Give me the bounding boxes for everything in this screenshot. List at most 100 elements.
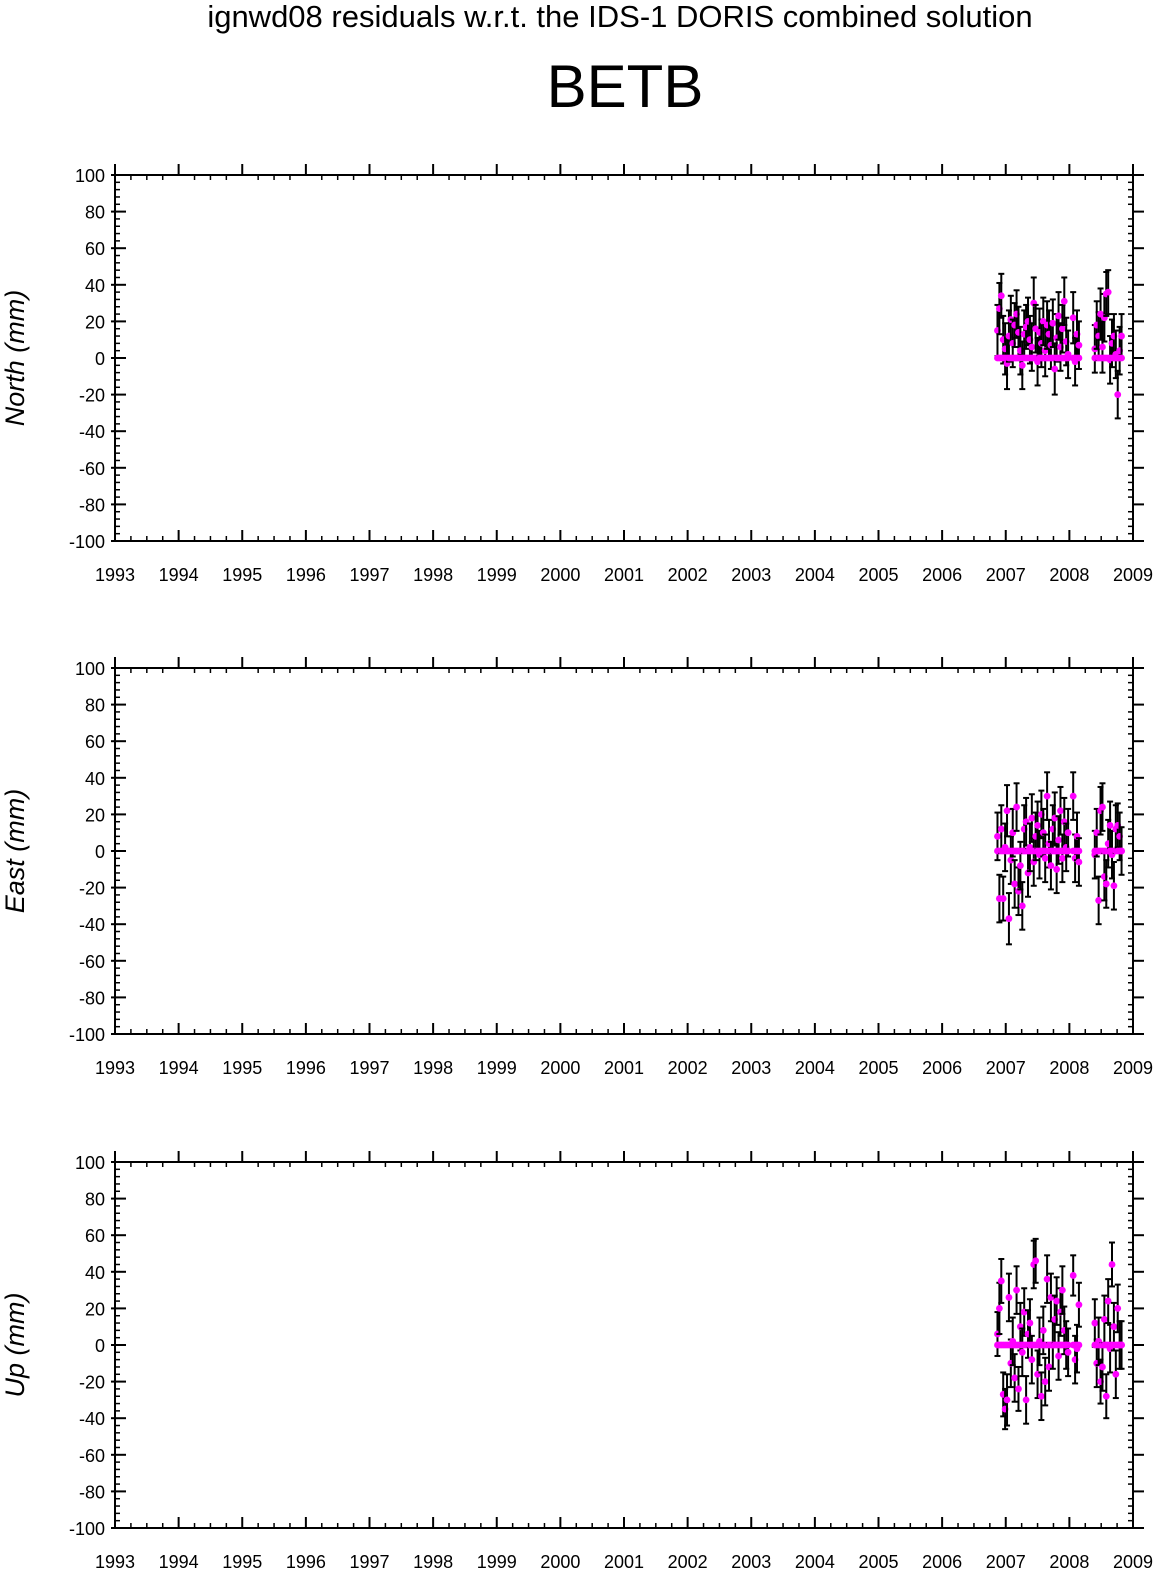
data-point (1064, 1348, 1072, 1356)
x-tick-label: 1998 (413, 565, 453, 585)
data-point (1069, 792, 1077, 800)
data-point (1102, 880, 1110, 888)
x-tick-label: 1997 (349, 565, 389, 585)
data-point (1053, 1297, 1061, 1305)
y-tick-label: 60 (85, 239, 105, 259)
y-tick-label: -60 (79, 952, 105, 972)
data-point (1034, 821, 1041, 829)
x-tick-label: 2003 (731, 1552, 771, 1572)
x-tick-label: 1994 (159, 565, 199, 585)
data-point (1043, 792, 1051, 800)
x-tick-label: 2007 (986, 1058, 1026, 1078)
x-tick-label: 1996 (286, 1552, 326, 1572)
data-point (1099, 803, 1106, 811)
x-tick-label: 2003 (731, 565, 771, 585)
data-point (1013, 803, 1020, 811)
data-point (1055, 312, 1062, 320)
data-point (1032, 1257, 1040, 1265)
y-tick-label: 80 (85, 696, 105, 716)
data-point (1003, 807, 1011, 815)
y-tick-label: 0 (95, 1336, 105, 1356)
data-point (1110, 882, 1118, 890)
data-point (994, 832, 1001, 840)
baseline-point (1064, 847, 1072, 855)
x-tick-label: 1999 (477, 565, 517, 585)
data-point (1026, 1319, 1034, 1327)
x-tick-label: 2000 (540, 1058, 580, 1078)
y-tick-label: 60 (85, 732, 105, 752)
x-tick-label: 2001 (604, 565, 644, 585)
y-tick-label: -20 (79, 386, 105, 406)
data-point (1005, 915, 1013, 923)
x-tick-label: 1999 (477, 1552, 517, 1572)
data-point (1043, 1275, 1051, 1283)
x-tick-label: 2001 (604, 1058, 644, 1078)
y-tick-label: 20 (85, 1299, 105, 1319)
x-tick-label: 1994 (159, 1552, 199, 1572)
y-tick-label: -100 (69, 532, 105, 552)
y-tick-label: 80 (85, 1190, 105, 1210)
data-point (1110, 1323, 1118, 1331)
y-tick-label: 60 (85, 1226, 105, 1246)
data-point (1102, 1392, 1110, 1400)
data-point (1028, 1356, 1036, 1364)
baseline-point (1075, 847, 1083, 855)
plot-frame (114, 1161, 1134, 1529)
data-point (1075, 858, 1083, 866)
x-tick-label: 1993 (95, 565, 135, 585)
x-tick-label: 2005 (858, 1058, 898, 1078)
x-tick-label: 2006 (922, 1552, 962, 1572)
x-tick-label: 1995 (222, 1552, 262, 1572)
data-point (1106, 821, 1114, 829)
x-tick-label: 1993 (95, 1058, 135, 1078)
x-tick-label: 2002 (668, 1552, 708, 1572)
data-point (997, 1277, 1005, 1285)
baseline-point (1064, 1341, 1072, 1349)
baseline-point (1118, 354, 1125, 362)
data-point (1058, 1286, 1066, 1294)
x-tick-label: 2003 (731, 1058, 771, 1078)
data-point (1100, 1315, 1108, 1323)
x-tick-label: 2000 (540, 565, 580, 585)
x-tick-label: 2009 (1113, 1058, 1153, 1078)
data-point (1018, 1348, 1026, 1356)
data-point (1057, 807, 1064, 815)
data-point (1114, 1305, 1122, 1312)
y-tick-label: -40 (79, 422, 105, 442)
data-point (1112, 1370, 1120, 1378)
x-tick-label: 2004 (795, 1552, 835, 1572)
data-point (1108, 1261, 1116, 1268)
data-point (1013, 1286, 1020, 1294)
y-axis-label: Up (mm) (0, 1293, 30, 1398)
data-point (1011, 880, 1019, 888)
x-tick-label: 2002 (668, 1058, 708, 1078)
data-point (1055, 836, 1062, 844)
y-axis-label: East (mm) (0, 789, 30, 914)
data-point (1075, 341, 1083, 349)
data-point (1022, 1396, 1030, 1404)
x-tick-label: 1999 (477, 1058, 517, 1078)
data-point (997, 292, 1005, 300)
plot-frame (114, 667, 1134, 1035)
data-point (1118, 1341, 1125, 1349)
x-tick-label: 2006 (922, 1058, 962, 1078)
y-tick-label: 100 (75, 1153, 105, 1173)
data-point (1047, 862, 1055, 870)
data-point (1039, 1326, 1047, 1334)
y-tick-label: -40 (79, 1409, 105, 1429)
data-point (1075, 1301, 1083, 1309)
data-point (1064, 829, 1072, 837)
data-point (1055, 1352, 1062, 1360)
data-point (1069, 1272, 1077, 1279)
data-point (1104, 288, 1112, 296)
x-tick-label: 1997 (349, 1058, 389, 1078)
x-tick-label: 1996 (286, 565, 326, 585)
baseline-point (1075, 1341, 1083, 1349)
x-tick-label: 1998 (413, 1058, 453, 1078)
y-tick-label: -20 (79, 879, 105, 899)
data-point (1095, 897, 1103, 904)
x-tick-label: 2008 (1049, 1058, 1089, 1078)
data-point (1005, 1294, 1013, 1301)
y-tick-label: -40 (79, 915, 105, 935)
y-tick-label: -20 (79, 1373, 105, 1393)
